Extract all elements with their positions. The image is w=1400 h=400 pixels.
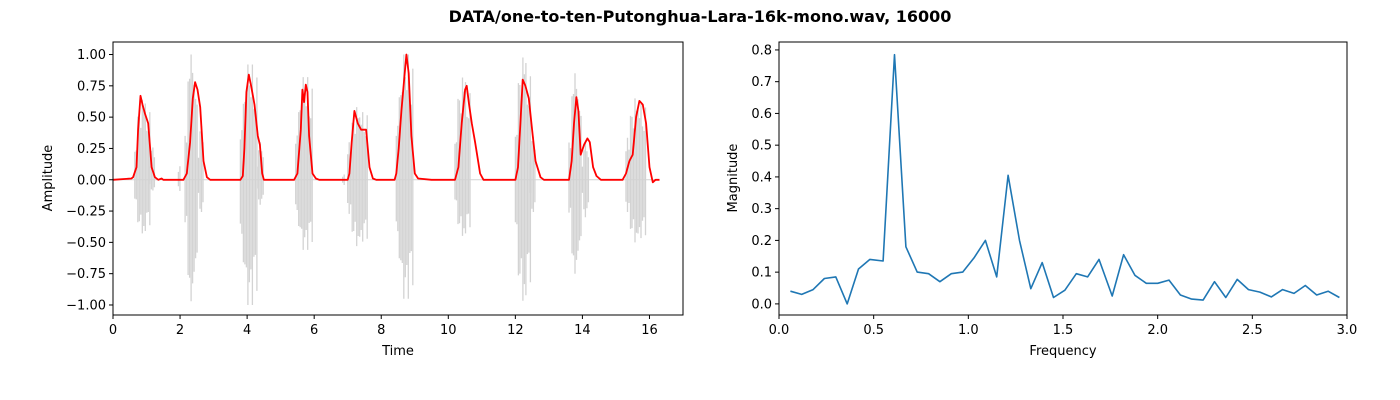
x-tick-label: 4 (243, 323, 251, 338)
waveform-segment (184, 54, 198, 302)
x-tick-label: 10 (440, 323, 457, 338)
right-plot-area (790, 53, 1340, 305)
y-tick-label: 0.1 (751, 266, 772, 281)
y-tick-label: −1.00 (66, 298, 106, 313)
y-tick-label: 0.25 (77, 142, 106, 157)
x-tick-label: 8 (377, 323, 385, 338)
x-tick-label: 2.5 (1242, 323, 1263, 338)
left-axes-frame (112, 41, 684, 316)
x-tick-label: 16 (641, 323, 658, 338)
right-axes-frame (778, 41, 1348, 316)
right-x-axis-label: Frequency (1029, 344, 1096, 359)
spectrum-line (790, 53, 1340, 305)
left-axes: 0 2 4 6 8 10 12 14 16 −1.00 −0.75 −0.50 −0.25 0.00 0.… (41, 41, 684, 359)
x-tick-label: 2 (176, 323, 184, 338)
x-tick-label: 6 (310, 323, 318, 338)
x-tick-label: 1.0 (958, 323, 979, 338)
left-plot-area (112, 53, 660, 305)
x-tick-label: 0.5 (863, 323, 884, 338)
y-tick-label: 0.8 (751, 43, 772, 58)
right-y-ticks: 0.0 0.1 0.2 0.3 0.4 0.5 0.6 0.7 0.8 (751, 43, 779, 312)
x-tick-label: 14 (574, 323, 591, 338)
left-y-axis-label: Amplitude (41, 145, 56, 212)
y-tick-label: 0.7 (751, 75, 772, 90)
y-tick-label: 0.75 (77, 79, 106, 94)
waveform-segment (529, 136, 536, 212)
right-y-axis-label: Magnitude (726, 144, 741, 213)
waveform-segment (239, 64, 258, 305)
x-tick-label: 3.0 (1337, 323, 1358, 338)
y-tick-label: 0.5 (751, 139, 772, 154)
waveform-segment (256, 142, 264, 205)
waveform-segment (454, 77, 471, 236)
waveform-segment (197, 126, 204, 212)
y-tick-label: 0.4 (751, 170, 772, 185)
y-tick-label: 0.50 (77, 111, 106, 126)
waveform-segment (625, 98, 647, 243)
envelope-line (112, 53, 660, 184)
y-tick-label: −0.75 (66, 267, 106, 282)
y-tick-label: −0.25 (66, 205, 106, 220)
waveform-segment (134, 99, 151, 234)
y-tick-label: 0.0 (751, 297, 772, 312)
waveform-segment (395, 54, 414, 299)
waveform-segment (347, 107, 368, 247)
y-tick-label: 1.00 (77, 48, 106, 63)
x-tick-label: 0 (109, 323, 117, 338)
waveform-segment (149, 147, 156, 191)
x-tick-label: 0.0 (769, 323, 790, 338)
y-tick-label: 0.00 (77, 173, 106, 188)
x-tick-label: 12 (507, 323, 524, 338)
x-tick-label: 1.5 (1053, 323, 1074, 338)
right-x-ticks: 0.0 0.5 1.0 1.5 2.0 2.5 3.0 (769, 315, 1358, 338)
y-tick-label: 0.3 (751, 202, 772, 217)
left-x-ticks: 0 2 4 6 8 10 12 14 16 (109, 315, 658, 338)
y-tick-label: 0.2 (751, 234, 772, 249)
left-y-ticks: −1.00 −0.75 −0.50 −0.25 0.00 0.25 0.50 0.75 1.00 (66, 48, 113, 313)
y-tick-label: 0.6 (751, 107, 772, 122)
left-x-axis-label: Time (381, 344, 414, 359)
x-tick-label: 2.0 (1147, 323, 1168, 338)
y-tick-label: −0.50 (66, 236, 106, 251)
figure-title: DATA/one-to-ten-Putonghua-Lara-16k-mono.… (449, 7, 952, 26)
right-axes: 0.0 0.5 1.0 1.5 2.0 2.5 3.0 0.0 0.1 0.2 0.3 0.4 0.5… (726, 41, 1358, 359)
waveform-segment (177, 166, 181, 191)
